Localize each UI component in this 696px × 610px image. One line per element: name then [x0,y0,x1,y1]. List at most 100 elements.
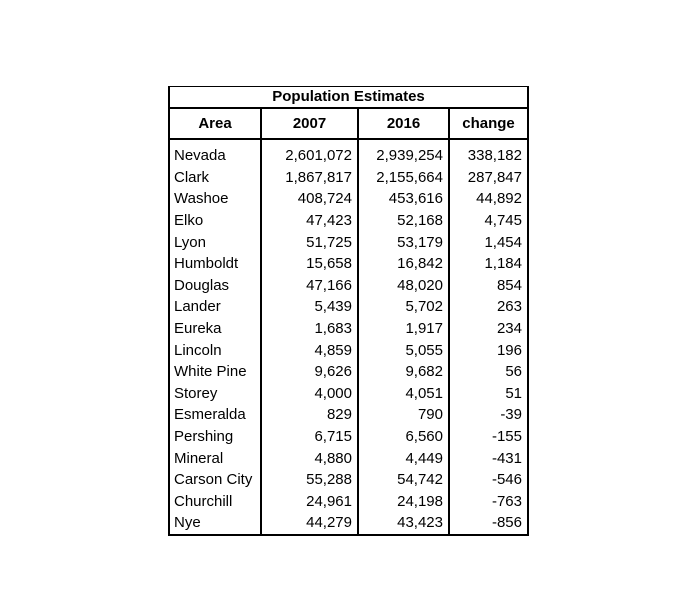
cell-2016: 6,560 [357,425,449,448]
cell-2016: 5,702 [357,296,449,318]
cell-2007: 55,288 [260,468,358,491]
cell-2016: 48,020 [357,274,449,297]
table-row: Washoe 408,724 453,616 44,892 [169,188,528,210]
cell-2016: 5,055 [357,339,449,361]
title-row: Population Estimates [169,86,528,109]
table-row: Nevada 2,601,072 2,939,254 338,182 [169,139,528,167]
table-body: Nevada 2,601,072 2,939,254 338,182 Clark… [169,139,528,535]
table-row: Pershing 6,715 6,560 -155 [169,425,528,448]
cell-2016: 24,198 [357,490,449,513]
header-row: Area 2007 2016 change [169,108,528,140]
cell-2007: 4,000 [260,382,358,405]
cell-2016: 43,423 [357,512,449,535]
cell-change: -431 [448,447,528,469]
cell-change: -763 [448,490,528,513]
table-row: Mineral 4,880 4,449 -431 [169,447,528,469]
cell-change: 196 [448,339,528,361]
table-row: Eureka 1,683 1,917 234 [169,317,528,340]
cell-area: Lincoln [174,341,222,359]
table-row: Clark 1,867,817 2,155,664 287,847 [169,166,528,189]
cell-area: Storey [174,384,218,402]
header-2007: 2007 [260,108,358,140]
cell-area: Mineral [174,449,224,467]
cell-area: Carson City [174,471,253,489]
cell-2007: 44,279 [260,512,358,535]
cell-2007: 47,166 [260,274,358,297]
cell-2007: 9,626 [260,360,358,383]
table-row: Lincoln 4,859 5,055 196 [169,339,528,361]
cell-change: 1,454 [448,231,528,253]
cell-2016: 453,616 [357,188,449,210]
cell-change: 44,892 [448,188,528,210]
cell-2007: 4,859 [260,339,358,361]
cell-2007: 4,880 [260,447,358,469]
table-row: White Pine 9,626 9,682 56 [169,360,528,383]
cell-2016: 16,842 [357,252,449,275]
header-change: change [448,108,528,140]
cell-change: 56 [448,360,528,383]
cell-area: Churchill [174,492,233,510]
table-row: Churchill 24,961 24,198 -763 [169,490,528,513]
cell-2016: 54,742 [357,468,449,491]
cell-area: Washoe [174,190,229,208]
cell-2016: 2,939,254 [357,139,449,167]
cell-area: Clark [174,168,210,186]
cell-change: 4,745 [448,209,528,232]
cell-area: Eureka [174,320,222,338]
cell-area: Elko [174,212,204,230]
table-title: Population Estimates [169,86,528,109]
cell-change: -856 [448,512,528,535]
cell-2007: 47,423 [260,209,358,232]
cell-area: Esmeralda [174,406,246,424]
cell-2016: 53,179 [357,231,449,253]
cell-2016: 4,449 [357,447,449,469]
header-area: Area [169,108,261,140]
cell-area: White Pine [174,363,247,381]
cell-area: Lyon [174,233,206,251]
table-row: Nye 44,279 43,423 -856 [169,512,528,535]
cell-2007: 5,439 [260,296,358,318]
cell-2007: 829 [260,404,358,426]
cell-2016: 4,051 [357,382,449,405]
cell-change: 234 [448,317,528,340]
cell-change: 1,184 [448,252,528,275]
table-row: Humboldt 15,658 16,842 1,184 [169,252,528,275]
cell-2007: 1,867,817 [260,166,358,189]
cell-change: 51 [448,382,528,405]
cell-area: Nevada [174,147,226,165]
header-2016: 2016 [357,108,449,140]
cell-area: Lander [174,298,221,316]
table-row: Douglas 47,166 48,020 854 [169,274,528,297]
cell-change: 854 [448,274,528,297]
cell-2007: 1,683 [260,317,358,340]
population-table-container: Population Estimates Area 2007 2016 chan… [168,86,529,536]
cell-change: 263 [448,296,528,318]
cell-area: Humboldt [174,255,239,273]
cell-2016: 790 [357,404,449,426]
table-row: Esmeralda 829 790 -39 [169,404,528,426]
cell-change: 287,847 [448,166,528,189]
population-table: Population Estimates Area 2007 2016 chan… [168,86,529,536]
cell-area: Nye [174,514,201,532]
cell-area: Pershing [174,428,234,446]
cell-change: 338,182 [448,139,528,167]
cell-area: Douglas [174,276,230,294]
table-row: Storey 4,000 4,051 51 [169,382,528,405]
cell-2007: 15,658 [260,252,358,275]
table-row: Elko 47,423 52,168 4,745 [169,209,528,232]
cell-2007: 6,715 [260,425,358,448]
cell-2016: 52,168 [357,209,449,232]
cell-2007: 2,601,072 [260,139,358,167]
cell-2016: 1,917 [357,317,449,340]
cell-change: -546 [448,468,528,491]
cell-2016: 9,682 [357,360,449,383]
cell-2007: 408,724 [260,188,358,210]
cell-change: -155 [448,425,528,448]
cell-2016: 2,155,664 [357,166,449,189]
table-row: Lyon 51,725 53,179 1,454 [169,231,528,253]
table-row: Lander 5,439 5,702 263 [169,296,528,318]
cell-2007: 51,725 [260,231,358,253]
cell-change: -39 [448,404,528,426]
table-row: Carson City 55,288 54,742 -546 [169,468,528,491]
